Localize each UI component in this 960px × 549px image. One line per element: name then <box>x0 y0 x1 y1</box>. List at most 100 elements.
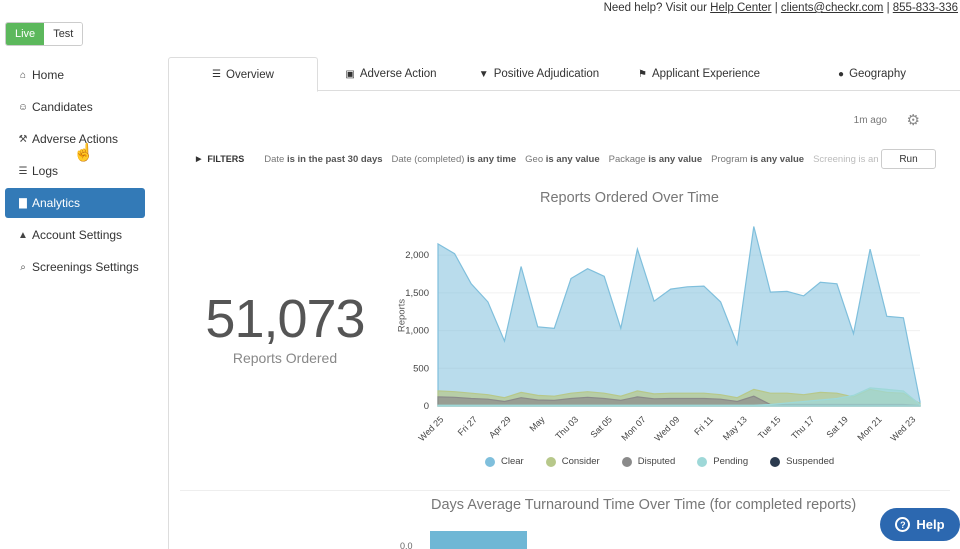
search-icon: ⌕ <box>20 261 26 273</box>
x-tick-label: Mon 07 <box>619 414 647 442</box>
filter-value: is any value <box>648 153 703 165</box>
reports-over-time-chart: Reports Ordered Over Time Reports 0 500 1,0… <box>390 180 960 488</box>
legend-label: Pending <box>713 456 749 467</box>
help-center-link[interactable]: Help Center <box>710 2 772 14</box>
filter-icon: ▼ <box>478 68 489 80</box>
x-tick-label: Fri 27 <box>456 414 479 437</box>
filter-screening[interactable]: Screening is an <box>813 154 883 165</box>
sidebar-item-label: Adverse Actions <box>32 132 119 146</box>
tab-label: Positive Adjudication <box>493 68 600 80</box>
y-tick-label: 1,000 <box>405 326 429 337</box>
filter-package[interactable]: Package is any value <box>609 154 703 165</box>
tab-bar: ☰ Overview ▣ Adverse Action ▼ Positive A… <box>168 57 960 92</box>
help-text: Need help? Visit our Help Center | clien… <box>604 2 958 14</box>
tab-label: Overview <box>226 68 274 81</box>
list-icon: ☰ <box>18 165 28 177</box>
run-button[interactable]: Run <box>881 149 936 169</box>
x-tick-label: Tue 15 <box>756 414 783 441</box>
x-tick-label: Thu 03 <box>553 414 580 441</box>
filters-toggle[interactable]: ▶ FILTERS <box>196 154 244 164</box>
sidebar-item-label: Home <box>32 68 65 82</box>
tab-applicant-experience[interactable]: ⚑ Applicant Experience <box>614 57 784 91</box>
overview-panel <box>168 91 960 549</box>
separator: | <box>886 2 890 14</box>
home-icon: ⌂ <box>19 69 27 81</box>
filter-date[interactable]: Date is in the past 30 days <box>264 154 382 165</box>
question-icon: ? <box>895 517 911 532</box>
hand-cursor-icon: ☝ <box>73 143 95 162</box>
sidebar-item-candidates[interactable]: ☺ Candidates <box>5 92 145 122</box>
filter-value: is in the past 30 days <box>286 153 383 165</box>
sidebar-item-logs[interactable]: ☰ Logs <box>5 156 145 186</box>
tab-label: Adverse Action <box>359 68 437 80</box>
area-chart: Reports 0 500 1,000 1,500 2,000 Wed 25 Fri 27 Ap… <box>396 226 921 443</box>
legend-suspended[interactable]: Suspended <box>770 456 834 467</box>
filter-value: is an <box>858 153 879 165</box>
x-tick-label: Wed 25 <box>417 414 446 443</box>
legend-clear[interactable]: Clear <box>485 456 524 467</box>
email-link[interactable]: clients@checkr.com <box>780 2 884 14</box>
help-button-label: Help <box>916 517 945 532</box>
x-tick-label: Sat 05 <box>589 414 614 439</box>
legend-dot <box>770 456 781 467</box>
x-tick-label: Mon 21 <box>855 414 883 442</box>
main-content: ☰ Overview ▣ Adverse Action ▼ Positive A… <box>168 57 960 549</box>
sidebar-item-label: Candidates <box>32 100 93 114</box>
chart-title: Reports Ordered Over Time <box>540 190 719 206</box>
turnaround-chart-title: Days Average Turnaround Time Over Time (… <box>431 497 857 513</box>
legend-disputed[interactable]: Disputed <box>621 456 676 467</box>
gear-icon[interactable]: ⚙ <box>906 112 920 129</box>
turnaround-bar <box>430 531 527 549</box>
tab-overview[interactable]: ☰ Overview <box>168 57 318 92</box>
sidebar-item-label: Analytics <box>32 196 81 210</box>
filter-value: is any value <box>545 153 600 165</box>
filter-key: Program <box>711 153 748 165</box>
x-tick-label: Fri 11 <box>692 414 715 437</box>
live-button[interactable]: Live <box>6 23 45 45</box>
caret-right-icon: ▶ <box>196 156 202 163</box>
x-tick-label: May 13 <box>721 414 749 442</box>
series-pending-area <box>437 387 921 407</box>
x-tick-label: Sat 19 <box>825 414 850 439</box>
legend-label: Clear <box>501 456 524 467</box>
legend-consider[interactable]: Consider <box>545 456 600 467</box>
filter-program[interactable]: Program is any value <box>711 154 804 165</box>
sidebar-item-home[interactable]: ⌂ Home <box>5 60 145 90</box>
sidebar-item-analytics[interactable]: ▇ Analytics <box>5 188 145 218</box>
legend-dot <box>621 456 632 467</box>
tab-geography[interactable]: ● Geography <box>784 57 960 91</box>
filter-key: Date <box>264 153 285 165</box>
x-tick-label: Thu 17 <box>789 414 816 441</box>
users-icon: ☺ <box>17 101 29 113</box>
briefcase-icon: ▣ <box>345 68 355 80</box>
filter-key: Screening <box>813 153 856 165</box>
sidebar-item-account-settings[interactable]: ▲ Account Settings <box>5 220 145 250</box>
globe-icon: ● <box>838 68 845 80</box>
tab-positive-adjudication[interactable]: ▼ Positive Adjudication <box>464 57 614 91</box>
test-button[interactable]: Test <box>44 23 83 45</box>
legend-dot <box>545 456 556 467</box>
filter-bar: ▶ FILTERS Date is in the past 30 days Da… <box>196 149 936 169</box>
sidebar-item-adverse-actions[interactable]: ⚒ Adverse Actions <box>5 124 145 154</box>
gavel-icon: ⚒ <box>18 133 28 145</box>
legend-dot <box>485 456 495 467</box>
filter-geo[interactable]: Geo is any value <box>525 154 599 165</box>
reports-ordered-label: Reports Ordered <box>232 350 338 366</box>
x-tick-label: Wed 23 <box>889 414 918 443</box>
help-button[interactable]: ? Help <box>880 508 960 541</box>
tab-label: Geography <box>849 68 906 80</box>
bar-chart-icon: ▇ <box>19 197 27 209</box>
legend-label: Consider <box>561 456 600 467</box>
phone-link[interactable]: 855-833-336 <box>892 2 958 14</box>
filter-date-completed[interactable]: Date (completed) is any time <box>392 154 517 165</box>
sidebar-item-label: Screenings Settings <box>32 260 139 274</box>
section-divider <box>180 490 950 491</box>
filter-value: is any time <box>467 153 517 165</box>
filter-key: Package <box>608 153 646 165</box>
sidebar-item-screenings-settings[interactable]: ⌕ Screenings Settings <box>5 252 145 282</box>
legend-label: Disputed <box>637 456 676 467</box>
reports-ordered-value: 51,073 <box>205 289 365 349</box>
legend-pending[interactable]: Pending <box>697 456 748 467</box>
tab-adverse-action[interactable]: ▣ Adverse Action <box>318 57 464 91</box>
filters-label: FILTERS <box>207 154 245 164</box>
